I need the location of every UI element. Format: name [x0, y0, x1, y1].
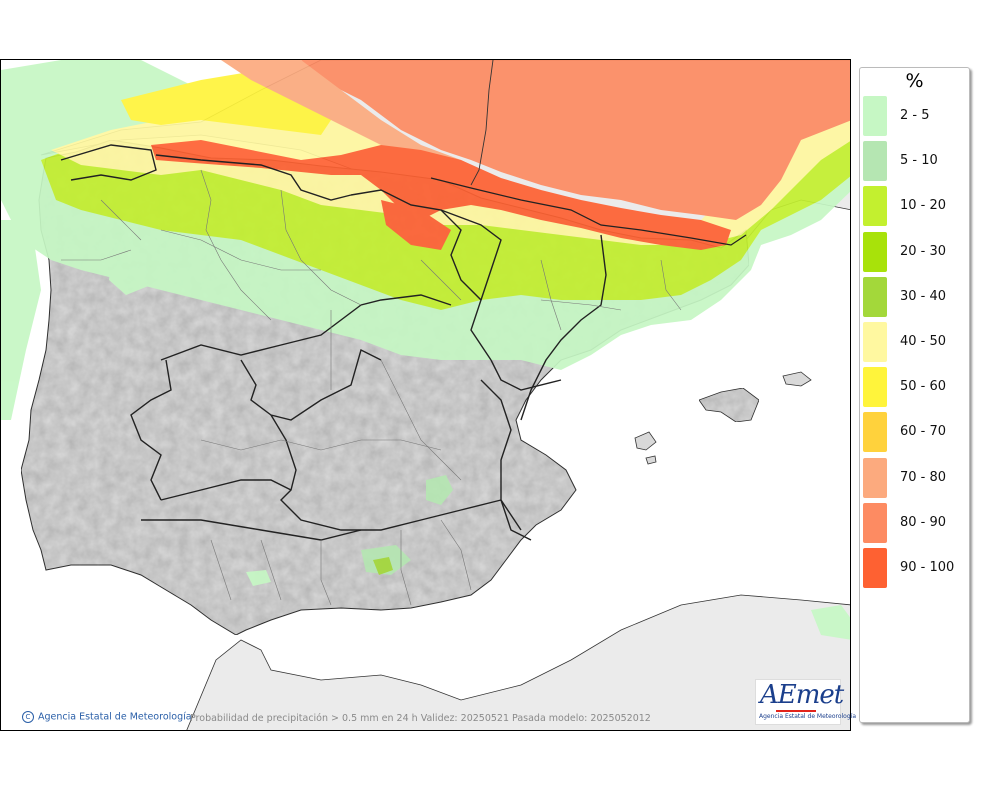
legend-label: 30 - 40 — [900, 288, 947, 304]
credit-text: C Agencia Estatal de Meteorología — [22, 711, 192, 723]
ibiza — [634, 431, 657, 451]
legend-swatch — [863, 412, 887, 453]
copyright-icon: C — [22, 711, 34, 723]
region-borders — [60, 144, 607, 541]
legend-item: 60 - 70 — [863, 412, 969, 454]
legend-label: 5 - 10 — [900, 153, 938, 169]
map-frame[interactable] — [0, 59, 851, 731]
credit-label: Agencia Estatal de Meteorología — [38, 711, 192, 723]
legend-item: 30 - 40 — [863, 276, 969, 319]
legend-title: % — [905, 70, 924, 92]
aemet-logo[interactable]: AEmet Agencia Estatal de Meteorología — [755, 679, 856, 725]
menorca — [782, 371, 812, 387]
legend-label: 90 - 100 — [900, 560, 955, 575]
legend-swatch — [863, 548, 887, 588]
legend-swatch — [863, 367, 887, 408]
france-spain-border — [430, 177, 747, 246]
logo-underline — [776, 710, 816, 712]
legend-item: 50 - 60 — [863, 367, 969, 409]
france-internal-border — [470, 60, 494, 186]
probability-overlay — [1, 60, 850, 640]
legend-item: 40 - 50 — [863, 322, 969, 364]
legend-swatch — [863, 231, 887, 272]
legend-swatch — [863, 186, 887, 227]
formentera — [645, 455, 657, 465]
legend-swatch — [863, 141, 887, 182]
legend-swatch — [863, 502, 887, 543]
logo-text: AEmet — [760, 680, 844, 710]
africa-landmass — [186, 594, 850, 730]
legend-item: 10 - 20 — [863, 186, 969, 228]
legend-label: 40 - 50 — [900, 334, 947, 349]
legend-item: 80 - 90 — [863, 502, 969, 545]
legend-item: 5 - 10 — [863, 141, 969, 183]
legend-item: 70 - 80 — [863, 457, 969, 500]
logo-subtitle: Agencia Estatal de Meteorología — [759, 713, 856, 720]
legend-item: 2 - 5 — [863, 96, 969, 138]
legend-swatch — [863, 96, 887, 136]
legend-swatch — [863, 322, 887, 362]
legend-label: 70 - 80 — [900, 469, 947, 485]
legend-item: 20 - 30 — [863, 231, 969, 274]
legend-label: 2 - 5 — [900, 108, 930, 123]
legend-swatch — [863, 276, 887, 317]
legend-swatch — [863, 457, 887, 498]
legend-label: 50 - 60 — [900, 379, 947, 395]
province-borders — [61, 169, 682, 606]
mallorca — [698, 387, 760, 423]
legend-label: 80 - 90 — [900, 514, 947, 530]
legend-label: 20 - 30 — [900, 243, 947, 259]
legend-panel: % 2 - 5 5 - 10 10 - 20 20 - 30 30 - 40 40 - 5… — [859, 67, 970, 723]
legend-label: 10 - 20 — [900, 198, 947, 214]
precipitation-map — [1, 60, 850, 730]
legend-label: 60 - 70 — [900, 424, 947, 440]
legend-item: 90 - 100 — [863, 548, 969, 590]
map-caption: Probabilidad de precipitación > 0.5 mm e… — [190, 713, 651, 724]
